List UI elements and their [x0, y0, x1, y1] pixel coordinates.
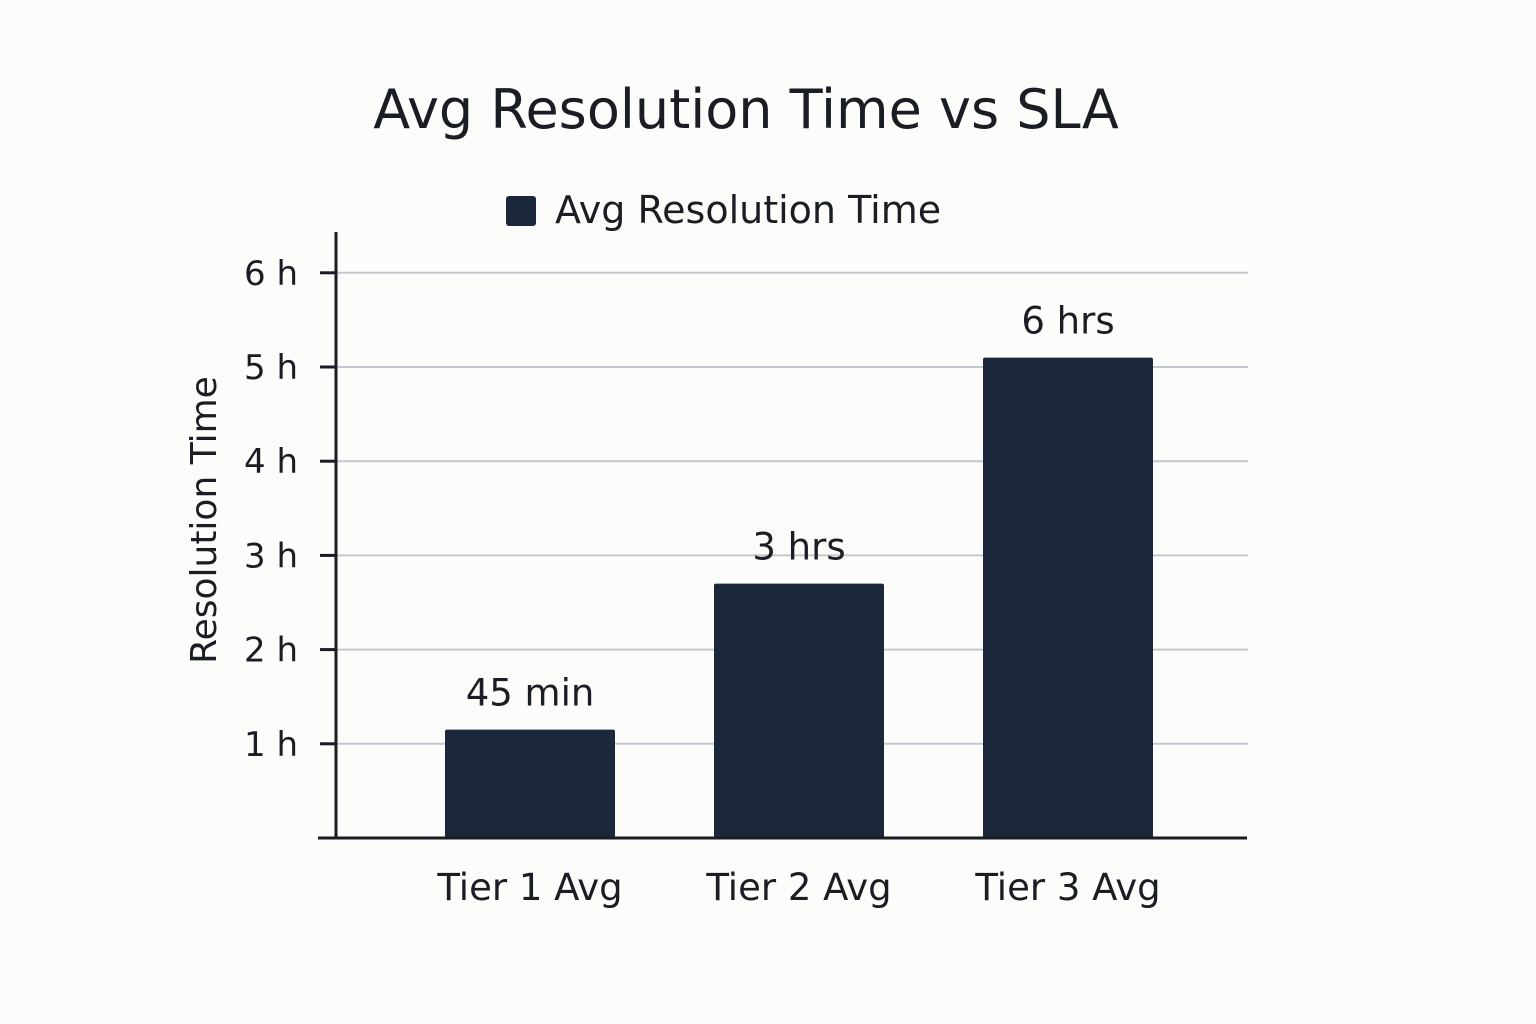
bar: [445, 729, 615, 838]
y-tick-label: 4 h: [244, 442, 298, 482]
y-tick-label: 3 h: [244, 536, 298, 576]
y-tick-label: 6 h: [244, 254, 298, 294]
y-tick-label: 5 h: [244, 348, 298, 388]
legend-swatch: [506, 196, 536, 226]
bars: [445, 357, 1153, 838]
legend: Avg Resolution Time: [506, 188, 941, 232]
x-tick-label: Tier 1 Avg: [436, 866, 622, 909]
data-label: 6 hrs: [1021, 300, 1114, 343]
legend-label: Avg Resolution Time: [555, 188, 941, 232]
chart-title: Avg Resolution Time vs SLA: [373, 78, 1119, 141]
y-axis-title: Resolution Time: [184, 376, 225, 664]
bar: [983, 357, 1153, 838]
data-label: 45 min: [466, 672, 595, 715]
y-tick-label: 2 h: [244, 631, 298, 671]
labels: 1 h 2 h 3 h 4 h 5 h 6 h 45 min Tier 1 Avg 3 hrs T…: [244, 254, 1161, 909]
x-tick-label: Tier 3 Avg: [974, 866, 1160, 909]
x-tick-label: Tier 2 Avg: [705, 866, 891, 909]
bar: [714, 583, 884, 838]
y-tick-label: 1 h: [244, 725, 298, 765]
data-label: 3 hrs: [752, 526, 845, 569]
axes: [318, 232, 1247, 840]
